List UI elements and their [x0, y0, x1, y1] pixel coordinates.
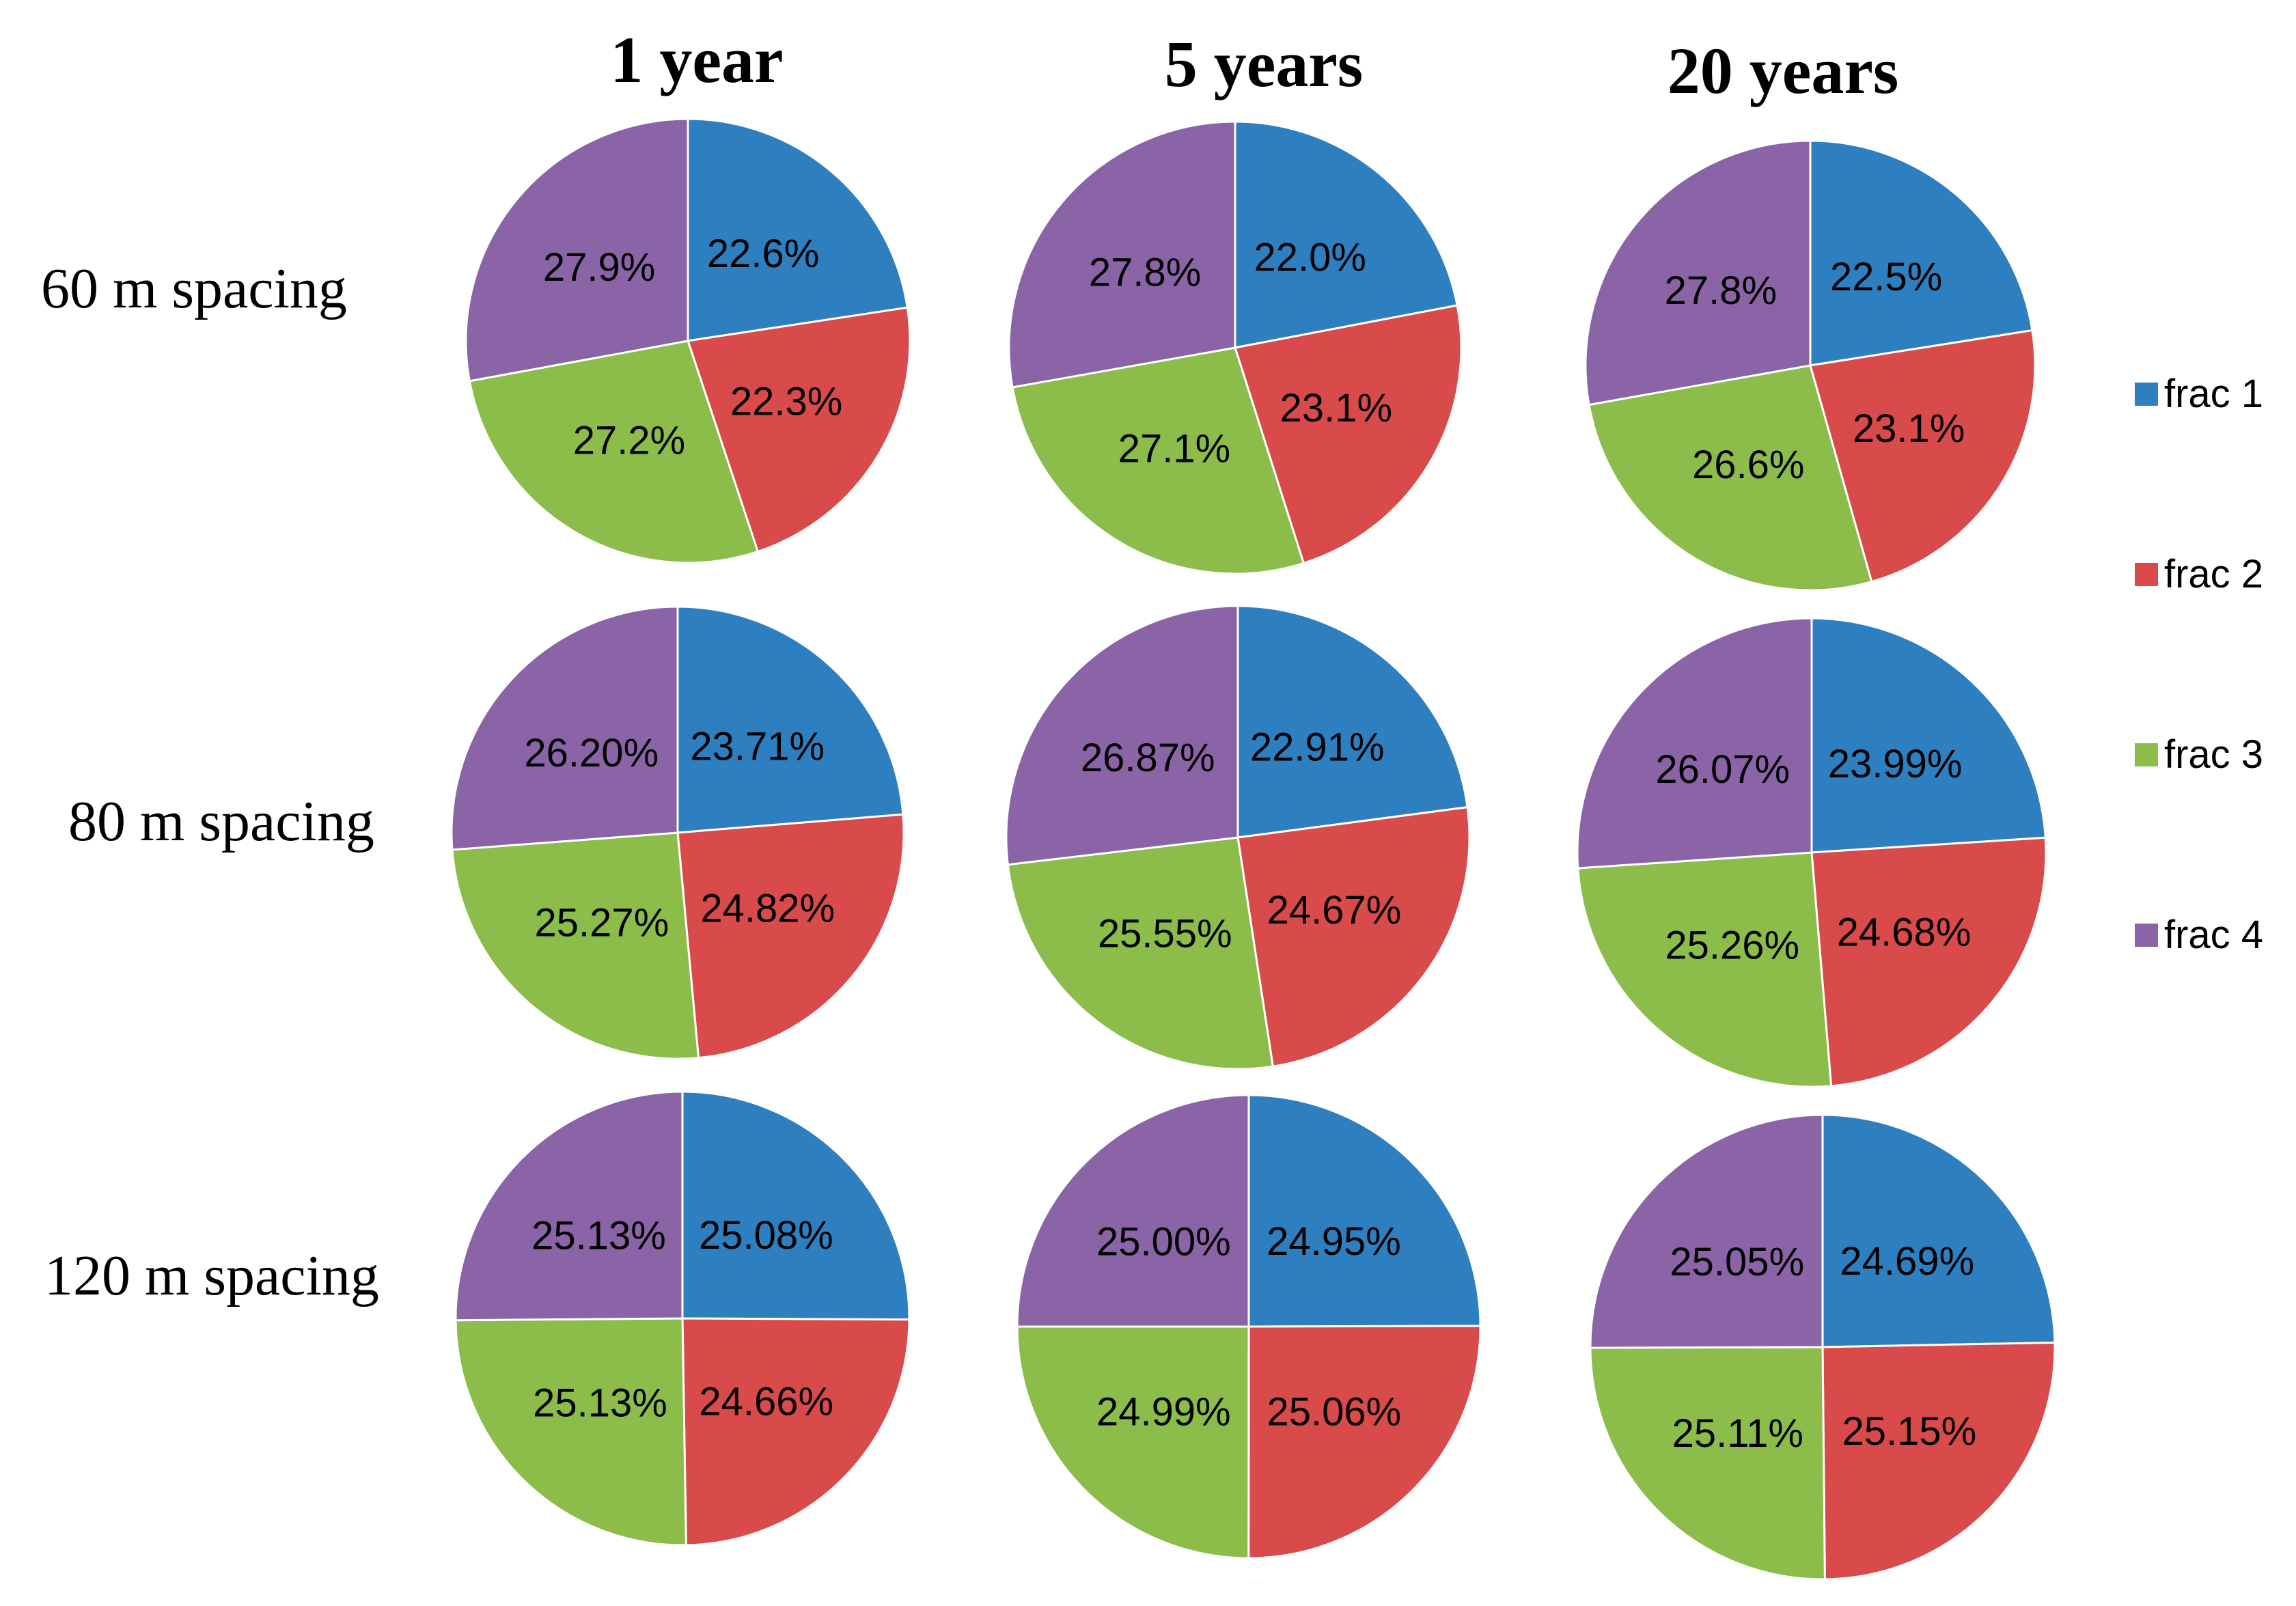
pie-r2-c2: 22.91% 24.67% 25.55% 26.87% — [1005, 605, 1471, 1070]
pie-r2-c3-slice-frac-3 — [1577, 851, 1833, 1088]
pie-r1-c1-label-frac-4: 27.9% — [543, 245, 655, 290]
pie-r3-c2: 24.95% 25.06% 24.99% 25.00% — [1016, 1094, 1482, 1560]
legend-label-frac-4: frac 4 — [2164, 913, 2263, 957]
pie-r2-c3-label-frac-3: 25.26% — [1665, 923, 1799, 967]
legend-swatch-frac-2 — [2135, 563, 2158, 586]
pie-r3-c2-label-frac-1: 24.95% — [1267, 1219, 1401, 1264]
pie-r3-c1-label-frac-4: 25.13% — [531, 1213, 666, 1258]
pie-r2-c2-slice-frac-4 — [1005, 605, 1239, 866]
pie-r2-c1-slice-frac-2 — [676, 813, 905, 1060]
pie-r2-c3-label-frac-4: 26.07% — [1655, 747, 1790, 792]
pie-r2-c1-label-frac-3: 25.27% — [535, 900, 669, 945]
column-title-5-years: 5 years — [1165, 27, 1364, 100]
legend-label-frac-2: frac 2 — [2164, 552, 2263, 596]
legend-swatch-frac-3 — [2135, 743, 2158, 766]
pie-r3-c3-label-frac-1: 24.69% — [1840, 1239, 1974, 1284]
pie-r1-c3-slice-frac-4 — [1584, 139, 1812, 406]
pie-r3-c1-slice-frac-4 — [454, 1090, 684, 1322]
pie-r2-c2-label-frac-3: 25.55% — [1098, 911, 1232, 956]
pie-r3-c3-slice-frac-1 — [1821, 1113, 2056, 1348]
pie-r2-c1-slice-frac-3 — [451, 831, 700, 1060]
pie-r2-c3-label-frac-2: 24.68% — [1837, 911, 1972, 955]
row-title-120m: 120 m spacing — [44, 1244, 379, 1307]
pie-r3-c3-label-frac-2: 25.15% — [1842, 1409, 1976, 1454]
pie-r1-c3-label-frac-3: 26.6% — [1692, 443, 1804, 487]
pie-r2-c2-slice-frac-1 — [1236, 605, 1469, 839]
pie-r2-c3-label-frac-1: 23.99% — [1828, 742, 1963, 786]
pie-r3-c2-slice-frac-3 — [1016, 1325, 1250, 1560]
pie-r1-c1-label-frac-1: 22.6% — [707, 232, 819, 276]
column-title-20-years: 20 years — [1668, 34, 1899, 107]
legend-swatch-frac-4 — [2135, 924, 2158, 947]
pie-r3-c3-slice-frac-3 — [1589, 1346, 1826, 1581]
pie-r2-c1-slice-frac-1 — [676, 605, 904, 834]
pie-r3-c3-label-frac-4: 25.05% — [1670, 1240, 1804, 1284]
pie-r1-c3-slice-frac-2 — [1809, 329, 2036, 583]
row-title-60m: 60 m spacing — [41, 257, 347, 320]
row-title-80m: 80 m spacing — [68, 790, 374, 853]
pie-r2-c1-label-frac-4: 26.20% — [524, 731, 659, 775]
pie-r1-c2-slice-frac-3 — [1011, 346, 1305, 575]
pie-r2-c3: 23.99% 24.68% 25.26% 26.07% — [1576, 617, 2047, 1088]
pie-r3-c2-label-frac-4: 25.00% — [1096, 1219, 1231, 1264]
pie-r2-c2-label-frac-2: 24.67% — [1267, 888, 1402, 932]
pie-grid: 22.6% 22.3% 27.2% 27.9% 22.0% 23.1% 27.1% 27.8%… — [450, 117, 2056, 1581]
pie-r2-c1-label-frac-1: 23.71% — [690, 724, 825, 769]
pie-r1-c2-label-frac-2: 23.1% — [1280, 386, 1392, 430]
pie-r3-c1-label-frac-2: 24.66% — [699, 1379, 833, 1424]
pie-r3-c3-slice-frac-4 — [1589, 1113, 1824, 1349]
pie-r1-c1-slice-frac-1 — [687, 117, 909, 342]
pie-r1-c2-slice-frac-1 — [1234, 120, 1458, 349]
pie-r3-c2-label-frac-2: 25.06% — [1267, 1389, 1401, 1434]
pie-r1-c1-label-frac-2: 22.3% — [730, 379, 842, 424]
pie-r2-c3-slice-frac-1 — [1810, 617, 2047, 854]
pie-r1-c2-slice-frac-2 — [1234, 304, 1463, 565]
pie-r3-c1-slice-frac-1 — [681, 1090, 911, 1321]
pie-r1-c2-label-frac-4: 27.8% — [1089, 250, 1201, 294]
pie-r3-c1-label-frac-1: 25.08% — [699, 1213, 833, 1258]
legend-label-frac-3: frac 3 — [2164, 732, 2263, 777]
pie-r1-c2-slice-frac-4 — [1008, 120, 1236, 389]
pie-r2-c2-slice-frac-3 — [1006, 836, 1275, 1070]
pie-r1-c3-slice-frac-1 — [1809, 139, 2034, 367]
pie-r3-c1: 25.08% 24.66% 25.13% 25.13% — [454, 1090, 911, 1547]
pie-r1-c1-slice-frac-2 — [687, 306, 911, 553]
pie-r2-c3-slice-frac-2 — [1810, 836, 2047, 1088]
pie-r1-c1: 22.6% 22.3% 27.2% 27.9% — [465, 117, 911, 564]
pie-r3-c2-slice-frac-1 — [1247, 1094, 1482, 1328]
pie-r1-c1-slice-frac-4 — [465, 117, 689, 383]
pie-r3-c1-slice-frac-3 — [454, 1317, 687, 1547]
pie-r3-c2-slice-frac-2 — [1247, 1325, 1482, 1560]
pie-r2-c1-slice-frac-4 — [450, 605, 679, 851]
pie-r1-c3: 22.5% 23.1% 26.6% 27.8% — [1584, 139, 2036, 592]
pie-r1-c3-slice-frac-3 — [1588, 364, 1873, 592]
pie-r3-c3: 24.69% 25.15% 25.11% 25.05% — [1589, 1113, 2056, 1581]
pie-r1-c1-slice-frac-3 — [468, 340, 760, 564]
pie-r3-c3-slice-frac-2 — [1821, 1341, 2056, 1581]
pie-r2-c2-label-frac-4: 26.87% — [1081, 736, 1215, 780]
pie-r3-c2-label-frac-3: 24.99% — [1096, 1390, 1231, 1435]
pie-r1-c3-label-frac-1: 22.5% — [1830, 255, 1942, 299]
pie-r1-c2-label-frac-1: 22.0% — [1254, 235, 1366, 279]
pie-r2-c2-label-frac-1: 22.91% — [1250, 725, 1385, 769]
pie-r2-c1: 23.71% 24.82% 25.27% 26.20% — [450, 605, 905, 1060]
column-title-1-year: 1 year — [610, 23, 783, 96]
pie-r2-c3-slice-frac-4 — [1576, 617, 1813, 870]
pie-r3-c1-label-frac-3: 25.13% — [533, 1381, 667, 1426]
pie-r3-c1-slice-frac-2 — [681, 1317, 911, 1547]
legend: frac 1 frac 2 frac 3 frac 4 — [2135, 372, 2263, 957]
legend-label-frac-1: frac 1 — [2164, 372, 2263, 416]
pie-r1-c2: 22.0% 23.1% 27.1% 27.8% — [1008, 120, 1463, 575]
pie-r1-c3-label-frac-4: 27.8% — [1665, 268, 1777, 313]
pie-r3-c2-slice-frac-4 — [1016, 1094, 1250, 1328]
pie-r2-c1-label-frac-2: 24.82% — [700, 887, 835, 931]
pie-r2-c2-slice-frac-2 — [1236, 805, 1471, 1068]
pie-r1-c3-label-frac-2: 23.1% — [1853, 406, 1965, 451]
pie-r1-c1-label-frac-3: 27.2% — [573, 418, 685, 462]
pie-r3-c3-label-frac-3: 25.11% — [1672, 1411, 1803, 1456]
pie-r1-c2-label-frac-3: 27.1% — [1118, 426, 1230, 471]
legend-swatch-frac-1 — [2135, 383, 2158, 406]
